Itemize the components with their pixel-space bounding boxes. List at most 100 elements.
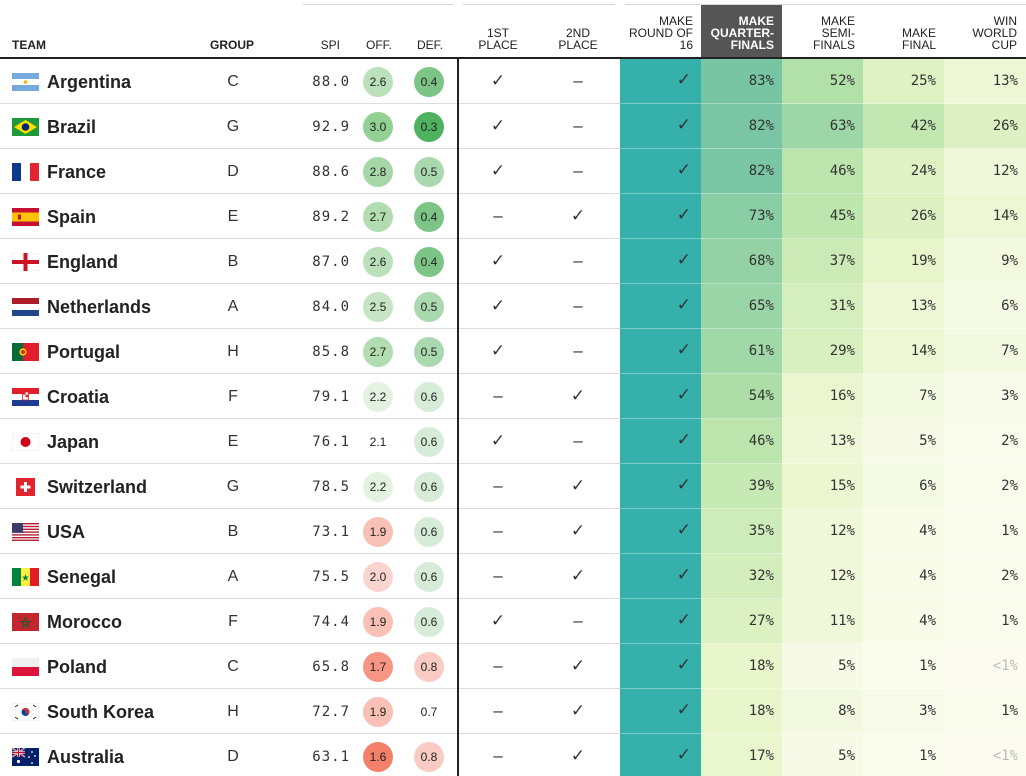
defense-rating-badge: 0.6 (414, 472, 444, 502)
row-divider (0, 148, 620, 149)
prob-cell-sf: 29% (782, 329, 863, 374)
header-round-of-16[interactable]: MAKE ROUND OF 16 (620, 15, 693, 51)
team-name[interactable]: Netherlands (47, 297, 152, 317)
defense-rating-badge: 0.6 (414, 562, 444, 592)
table-row[interactable]: Morocco F 74.4 1.9 0.6 ✓ – ✓ 27% 11% 4% 1% (0, 599, 1026, 644)
table-row[interactable]: Japan E 76.1 2.1 0.6 ✓ – ✓ 46% 13% 5% 2% (0, 419, 1026, 464)
prob-cell-r16: ✓ (620, 509, 701, 554)
header-spi[interactable]: SPI (320, 38, 340, 52)
team-group: E (227, 208, 239, 225)
team-name[interactable]: Senegal (47, 567, 117, 587)
table-row[interactable]: Brazil G 92.9 3.0 0.3 ✓ – ✓ 82% 63% 42% 26% (0, 104, 1026, 149)
prob-cell-qf: 17% (701, 734, 782, 776)
prob-value-final: 3% (919, 703, 936, 719)
team-group: C (227, 73, 239, 90)
header-quarterfinals[interactable]: MAKE QUARTER- FINALS (701, 15, 774, 51)
morocco-flag-icon (12, 613, 39, 631)
spi-rating: 88.6 (312, 164, 350, 180)
team-name[interactable]: Croatia (47, 387, 110, 407)
prob-value-r16: ✓ (676, 205, 691, 225)
defense-rating-badge: 0.8 (414, 742, 444, 772)
prob-value-final: 26% (910, 208, 936, 224)
spi-rating: 84.0 (312, 299, 350, 315)
croatia-flag-icon (12, 388, 39, 406)
prob-value-sf: 5% (838, 658, 855, 674)
header-group[interactable]: GROUP (210, 38, 255, 52)
team-group: B (227, 253, 239, 270)
prob-value-win: 2% (1001, 478, 1018, 494)
table-row[interactable]: Poland C 65.8 1.7 0.8 – ✓ ✓ 18% 5% 1% <1% (0, 644, 1026, 689)
header-def[interactable]: DEF. (416, 38, 443, 52)
team-name[interactable]: South Korea (47, 702, 155, 722)
table-row[interactable]: USA B 73.1 1.9 0.6 – ✓ ✓ 35% 12% 4% 1% (0, 509, 1026, 554)
team-name[interactable]: Japan (47, 432, 100, 452)
team-name[interactable]: Brazil (47, 117, 97, 137)
offense-rating-badge: 2.1 (369, 435, 387, 449)
header-second-line2: PLACE (558, 38, 598, 52)
team-name[interactable]: Portugal (47, 342, 121, 362)
prob-value-qf: 18% (748, 703, 774, 719)
table-row[interactable]: Netherlands A 84.0 2.5 0.5 ✓ – ✓ 65% 31% 13% 6% (0, 284, 1026, 329)
header-final[interactable]: MAKE FINAL (863, 27, 936, 51)
offense-rating-badge: 2.6 (363, 67, 393, 97)
header-team[interactable]: TEAM (12, 38, 46, 52)
defense-rating-badge: 0.4 (414, 202, 444, 232)
prob-cell-win: <1% (944, 734, 1026, 776)
team-name[interactable]: Switzerland (47, 477, 148, 497)
table-row[interactable]: Portugal H 85.8 2.7 0.5 ✓ – ✓ 61% 29% 14% 7% (0, 329, 1026, 374)
team-group: G (226, 478, 240, 495)
first-place-mark: ✓ (490, 116, 506, 135)
prob-cell-win: 9% (944, 239, 1026, 284)
header-second-place[interactable]: 2ND PLACE (548, 27, 608, 51)
table-row[interactable]: Australia D 63.1 1.6 0.8 – ✓ ✓ 17% 5% 1% <1% (0, 734, 1026, 776)
prob-value-qf: 46% (748, 433, 774, 449)
table-row[interactable]: Switzerland G 78.5 2.2 0.6 – ✓ ✓ 39% 15% 6% 2% (0, 464, 1026, 509)
table-row[interactable]: England B 87.0 2.6 0.4 ✓ – ✓ 68% 37% 19% 9% (0, 239, 1026, 284)
table-row[interactable]: Croatia F 79.1 2.2 0.6 – ✓ ✓ 54% 16% 7% 3% (0, 374, 1026, 419)
prob-value-win: 1% (1001, 613, 1018, 629)
header-off[interactable]: OFF. (366, 38, 392, 52)
offense-rating-badge: 1.9 (363, 517, 393, 547)
prob-cell-r16: ✓ (620, 734, 701, 776)
table-row[interactable]: Argentina C 88.0 2.6 0.4 ✓ – ✓ 83% 52% 25% 13% (0, 59, 1026, 104)
header-first-place[interactable]: 1ST PLACE (468, 27, 528, 51)
table-row[interactable]: Senegal A 75.5 2.0 0.6 – ✓ ✓ 32% 12% 4% 2% (0, 554, 1026, 599)
team-name[interactable]: England (47, 252, 118, 272)
prob-cell-win: 1% (944, 509, 1026, 554)
prob-value-final: 7% (919, 388, 936, 404)
team-name[interactable]: France (47, 162, 107, 182)
offense-rating-badge: 1.6 (363, 742, 393, 772)
second-place-mark: – (573, 116, 583, 135)
prob-cell-win: 1% (944, 599, 1026, 644)
team-name[interactable]: USA (47, 522, 86, 542)
team-name[interactable]: Spain (47, 207, 97, 227)
prob-cell-final: 6% (863, 464, 944, 509)
france-flag-icon (12, 163, 39, 181)
offense-rating-badge: 2.0 (363, 562, 393, 592)
header-group-line (625, 4, 1026, 5)
prob-cell-sf: 37% (782, 239, 863, 284)
prob-value-win: 2% (1001, 568, 1018, 584)
header-win-world-cup[interactable]: WIN WORLD CUP (944, 15, 1017, 51)
prob-cell-sf: 46% (782, 149, 863, 194)
first-place-mark: ✓ (490, 251, 506, 270)
prob-value-final: 4% (919, 613, 936, 629)
prob-value-r16: ✓ (676, 295, 691, 315)
prob-cell-qf: 54% (701, 374, 782, 419)
prob-value-r16: ✓ (676, 655, 691, 675)
team-name[interactable]: Poland (47, 657, 108, 677)
table-row[interactable]: Spain E 89.2 2.7 0.4 – ✓ ✓ 73% 45% 26% 14% (0, 194, 1026, 239)
team-name[interactable]: Australia (47, 747, 125, 767)
defense-rating-badge: 0.4 (414, 247, 444, 277)
row-divider (0, 283, 620, 284)
header-semifinals[interactable]: MAKE SEMI- FINALS (782, 15, 855, 51)
team-name[interactable]: Morocco (47, 612, 123, 632)
prob-value-win: 12% (992, 163, 1018, 179)
table-row[interactable]: France D 88.6 2.8 0.5 ✓ – ✓ 82% 46% 24% 12% (0, 149, 1026, 194)
team-name[interactable]: Argentina (47, 72, 132, 92)
table-row[interactable]: South Korea H 72.7 1.9 0.7 – ✓ ✓ 18% 8% 3% 1% (0, 689, 1026, 734)
prob-cell-r16: ✓ (620, 374, 701, 419)
prob-cell-qf: 39% (701, 464, 782, 509)
prob-value-r16: ✓ (676, 475, 691, 495)
prob-cell-r16: ✓ (620, 464, 701, 509)
